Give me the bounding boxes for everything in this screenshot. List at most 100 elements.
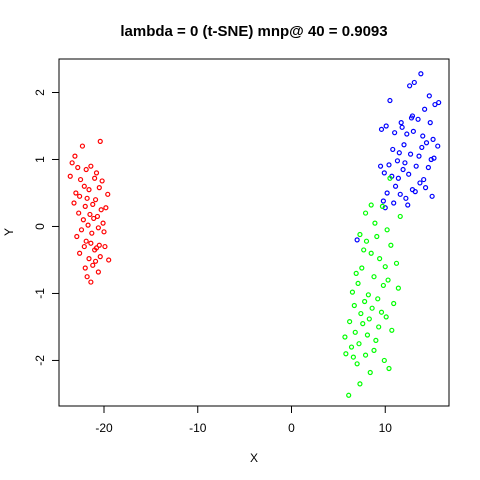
data-point bbox=[81, 243, 87, 250]
y-tick-label: 2 bbox=[33, 89, 47, 96]
data-point bbox=[86, 256, 92, 262]
data-point bbox=[382, 264, 388, 270]
data-point bbox=[416, 153, 422, 159]
data-point bbox=[378, 126, 385, 132]
data-point bbox=[348, 344, 355, 350]
data-point bbox=[80, 217, 86, 223]
data-point bbox=[90, 262, 96, 268]
y-axis: -2 -1 0 1 2 bbox=[33, 89, 59, 366]
data-point bbox=[401, 142, 407, 148]
data-point bbox=[87, 211, 93, 218]
y-tick-label: -2 bbox=[33, 355, 47, 366]
data-point bbox=[431, 155, 437, 161]
data-point bbox=[352, 329, 358, 335]
data-point bbox=[384, 227, 390, 233]
data-point bbox=[86, 187, 92, 193]
data-point bbox=[356, 341, 362, 347]
data-point bbox=[101, 229, 107, 235]
data-point bbox=[436, 99, 442, 106]
data-point bbox=[83, 238, 89, 244]
data-point bbox=[402, 160, 408, 166]
data-point bbox=[403, 195, 409, 201]
data-point bbox=[96, 242, 102, 248]
data-point bbox=[88, 163, 94, 169]
data-point bbox=[405, 202, 411, 208]
data-point bbox=[380, 198, 386, 204]
data-point bbox=[75, 164, 81, 171]
data-point bbox=[394, 158, 401, 164]
data-point bbox=[105, 191, 111, 197]
plot-frame bbox=[58, 58, 450, 407]
data-point bbox=[379, 203, 386, 209]
data-point bbox=[96, 185, 102, 191]
data-point bbox=[418, 71, 424, 77]
y-tick-label: -1 bbox=[33, 288, 47, 299]
data-points bbox=[67, 71, 442, 398]
x-tick-label: 0 bbox=[288, 421, 295, 435]
y-tick-label: 0 bbox=[33, 223, 47, 230]
data-point bbox=[374, 233, 380, 240]
data-point bbox=[82, 203, 88, 209]
data-point bbox=[412, 189, 418, 195]
data-point bbox=[369, 305, 375, 311]
data-point bbox=[353, 270, 359, 276]
data-point bbox=[355, 280, 361, 287]
data-point bbox=[426, 93, 432, 99]
data-point bbox=[84, 274, 90, 280]
x-axis-label: X bbox=[250, 451, 258, 465]
data-point bbox=[399, 124, 405, 130]
data-point bbox=[378, 309, 385, 315]
data-point bbox=[422, 185, 429, 191]
data-point bbox=[342, 334, 348, 340]
data-point bbox=[393, 260, 400, 266]
x-tick-label: 10 bbox=[379, 421, 393, 435]
data-point bbox=[343, 351, 349, 357]
data-point bbox=[362, 352, 369, 358]
data-point bbox=[97, 138, 103, 144]
data-point bbox=[397, 191, 403, 197]
data-point bbox=[100, 220, 106, 226]
data-point bbox=[388, 242, 394, 248]
data-point bbox=[92, 197, 99, 203]
data-point bbox=[371, 274, 377, 280]
data-point bbox=[381, 357, 387, 364]
data-point bbox=[77, 176, 84, 183]
data-point bbox=[406, 171, 412, 177]
data-point bbox=[404, 131, 410, 137]
data-point bbox=[74, 233, 80, 240]
data-point bbox=[377, 256, 383, 262]
data-point bbox=[358, 310, 364, 317]
data-point bbox=[82, 265, 88, 271]
data-point bbox=[375, 296, 381, 302]
data-point bbox=[350, 354, 356, 360]
data-point bbox=[366, 316, 372, 322]
data-point bbox=[88, 279, 94, 285]
data-point bbox=[389, 327, 395, 333]
data-point bbox=[384, 190, 390, 196]
data-point bbox=[71, 200, 77, 206]
data-point bbox=[89, 230, 95, 236]
data-point bbox=[419, 144, 425, 151]
data-point bbox=[395, 285, 401, 291]
data-point bbox=[415, 116, 421, 122]
data-point bbox=[368, 202, 374, 208]
data-point bbox=[347, 318, 353, 325]
data-point bbox=[407, 151, 414, 157]
data-point bbox=[411, 79, 417, 86]
data-point bbox=[357, 381, 363, 387]
data-point bbox=[98, 207, 104, 213]
data-point bbox=[383, 314, 389, 320]
data-point bbox=[88, 240, 94, 246]
data-point bbox=[92, 175, 98, 181]
data-point bbox=[362, 298, 368, 305]
data-point bbox=[385, 277, 391, 283]
data-point bbox=[78, 227, 85, 233]
data-point bbox=[95, 269, 101, 275]
data-point bbox=[381, 170, 387, 176]
data-point bbox=[359, 265, 365, 271]
data-point bbox=[354, 361, 360, 367]
data-point bbox=[83, 166, 89, 173]
data-point bbox=[367, 369, 373, 376]
data-point bbox=[103, 205, 109, 211]
